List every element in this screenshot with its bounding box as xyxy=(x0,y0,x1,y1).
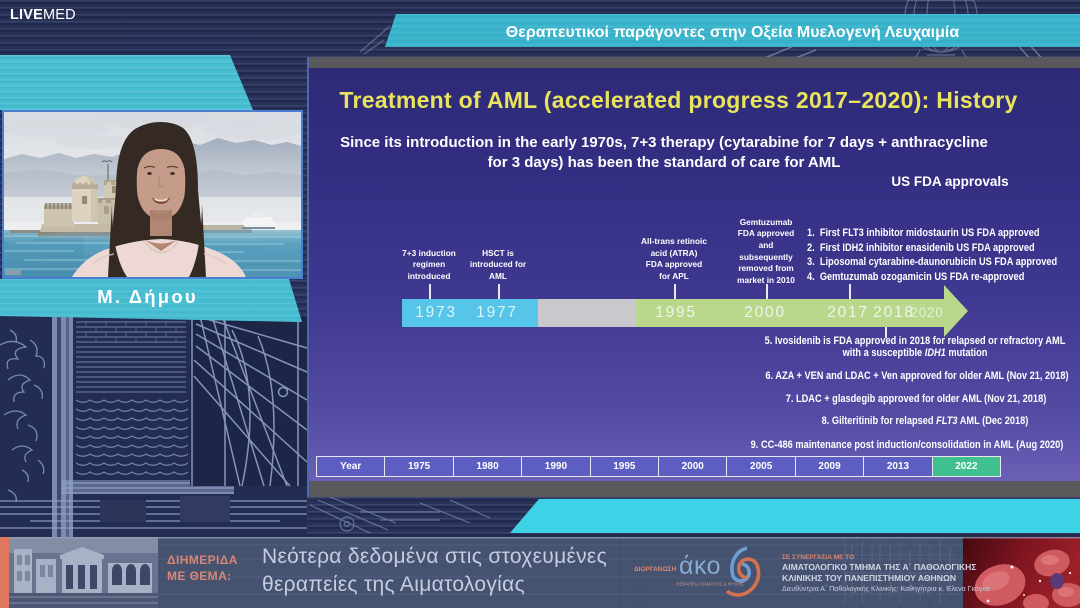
svg-text:ΘΕΡΑΠΕΙΑ ΣΩΜΑΤΟΣ & ΨΥΧΗΣ: ΘΕΡΑΠΕΙΑ ΣΩΜΑΤΟΣ & ΨΥΧΗΣ xyxy=(676,582,744,587)
